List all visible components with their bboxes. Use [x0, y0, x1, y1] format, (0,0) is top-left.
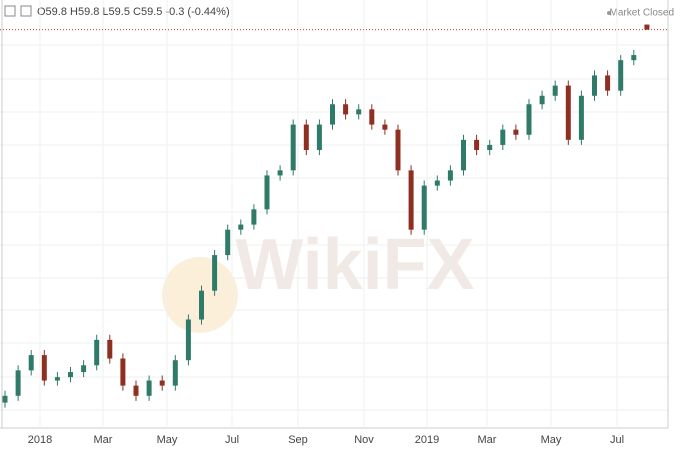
candle-body	[369, 109, 375, 125]
candle-body	[225, 229, 231, 256]
candle-body	[81, 365, 87, 373]
candle-body	[277, 170, 283, 176]
candle-body	[94, 339, 100, 366]
candle-body	[28, 355, 34, 371]
candle-body	[487, 144, 493, 151]
candle-body	[631, 55, 637, 61]
candle-body	[303, 124, 309, 151]
x-tick-label: 2018	[28, 434, 52, 446]
x-tick-label: Mar	[94, 434, 113, 446]
candle-body	[172, 360, 178, 386]
candle-body	[159, 380, 165, 386]
crosshair-icon[interactable]	[4, 5, 16, 17]
x-tick-label: Nov	[354, 434, 374, 446]
candle-body	[15, 370, 21, 396]
x-tick-label: Sep	[288, 434, 308, 446]
candle-body	[146, 380, 152, 396]
grid	[0, 44, 668, 411]
candle-body	[107, 339, 113, 359]
candle-body	[290, 124, 296, 171]
watermark: WikiFX	[235, 225, 474, 305]
x-tick-label: Jul	[610, 434, 624, 446]
candle-body	[330, 104, 335, 125]
candle-body	[264, 175, 270, 210]
candle-body	[500, 129, 506, 145]
candle-body	[605, 75, 611, 91]
candle-body	[552, 85, 558, 96]
x-tick-label: May	[541, 434, 562, 446]
compare-icon[interactable]	[20, 5, 32, 17]
candle-body	[382, 124, 388, 130]
candle-body	[199, 290, 204, 320]
candle-body	[212, 255, 218, 291]
candle-body	[41, 355, 47, 381]
candle-body	[356, 109, 362, 115]
candle-body	[133, 385, 139, 396]
x-tick-label: Mar	[478, 434, 497, 446]
candle-body	[120, 358, 126, 386]
x-tick-label: May	[157, 434, 178, 446]
candle-body	[461, 139, 466, 171]
candle-body	[343, 104, 349, 115]
x-tick-label: Jul	[225, 434, 239, 446]
candle-body	[238, 224, 244, 230]
candle-body	[421, 185, 427, 230]
candle-body	[408, 170, 414, 230]
candle-body	[644, 24, 650, 30]
candle-body	[526, 104, 532, 135]
candle-body	[316, 124, 322, 151]
x-tick-label: 2019	[415, 434, 439, 446]
candle-body	[185, 319, 191, 361]
candle-body	[539, 95, 545, 105]
candle-body	[578, 95, 584, 140]
candle-body	[474, 139, 480, 151]
candle-body	[68, 372, 73, 378]
candle-body	[54, 377, 60, 381]
candle-body	[395, 129, 401, 171]
candle-body	[592, 75, 597, 96]
candle-body	[251, 209, 257, 225]
ohlc-label: O59.8 H59.8 L59.5 C59.5 -0.3 (-0.44%)	[37, 6, 230, 18]
candle-body	[2, 395, 8, 403]
candle-body	[447, 170, 453, 181]
status-dot	[607, 11, 611, 15]
market-status: Market Closed	[610, 8, 674, 19]
candle-body	[434, 180, 440, 186]
candle-body	[618, 60, 624, 91]
candle-body	[513, 129, 519, 135]
candle-body	[565, 85, 571, 140]
